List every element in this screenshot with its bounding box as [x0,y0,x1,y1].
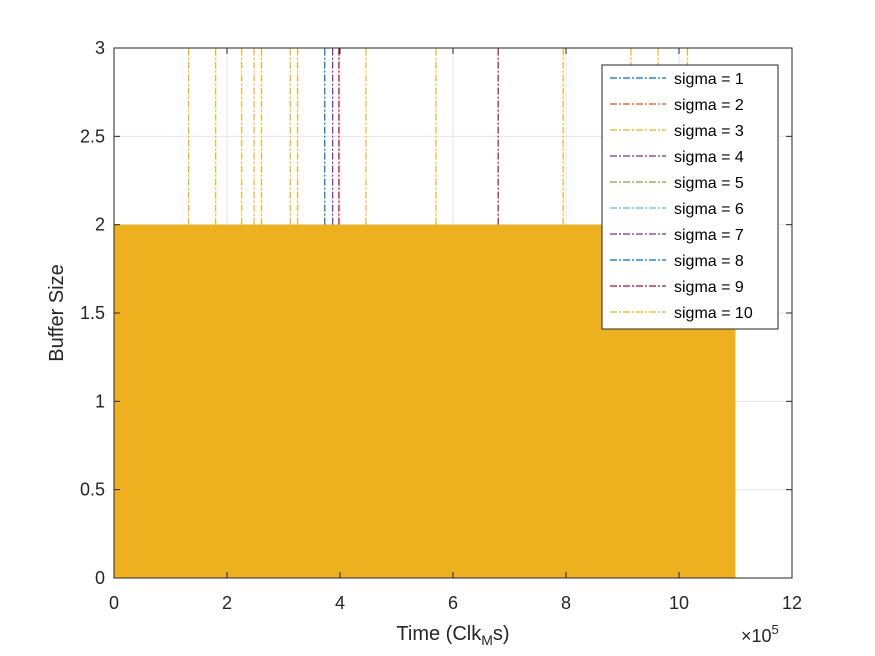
x-tick-label: 10 [669,593,689,613]
legend-entry-label: sigma = 1 [674,71,744,88]
x-axis-exponent-power: 5 [772,622,779,637]
x-axis-exponent: ×105 [741,622,779,646]
legend-entry-label: sigma = 3 [674,123,744,140]
x-tick-label: 0 [109,593,119,613]
x-axis-label-subscript: M [481,632,493,648]
y-tick-label: 2.5 [80,126,105,146]
legend-entry-label: sigma = 6 [674,201,744,218]
y-axis-label: Buffer Size [46,264,68,361]
y-tick-label: 3 [95,38,105,58]
legend-entry-label: sigma = 2 [674,97,744,114]
x-axis-exponent-base: ×10 [741,626,772,646]
legend-entry-label: sigma = 9 [674,279,744,296]
legend-entry-label: sigma = 5 [674,175,744,192]
x-tick-label: 8 [561,593,571,613]
y-tick-label: 0 [95,568,105,588]
x-tick-label: 6 [448,593,458,613]
x-axis-label-main: Time (Clk [396,623,482,645]
x-tick-label: 2 [222,593,232,613]
legend: sigma = 1 sigma = 2 sigma = 3 sigma = 4 sigm… [601,64,779,330]
legend-entry-label: sigma = 8 [674,253,744,270]
legend-entry-label: sigma = 10 [674,305,753,322]
x-axis-label-tail: s) [493,623,510,645]
legend-box [601,64,779,330]
x-tick-label: 12 [782,593,802,613]
x-tick-labels: 0 2 4 6 8 10 12 [109,593,802,613]
y-tick-label: 1.5 [80,303,105,323]
y-tick-labels: 0 0.5 1 1.5 2 2.5 3 [80,38,105,588]
legend-entry-label: sigma = 7 [674,227,744,244]
y-tick-label: 1 [95,391,105,411]
y-tick-label: 2 [95,215,105,235]
axis-ticks [113,47,793,579]
y-tick-label: 0.5 [80,480,105,500]
x-axis-label: Time (ClkMs) [396,623,509,648]
x-tick-label: 4 [335,593,345,613]
legend-entry-label: sigma = 4 [674,149,744,166]
